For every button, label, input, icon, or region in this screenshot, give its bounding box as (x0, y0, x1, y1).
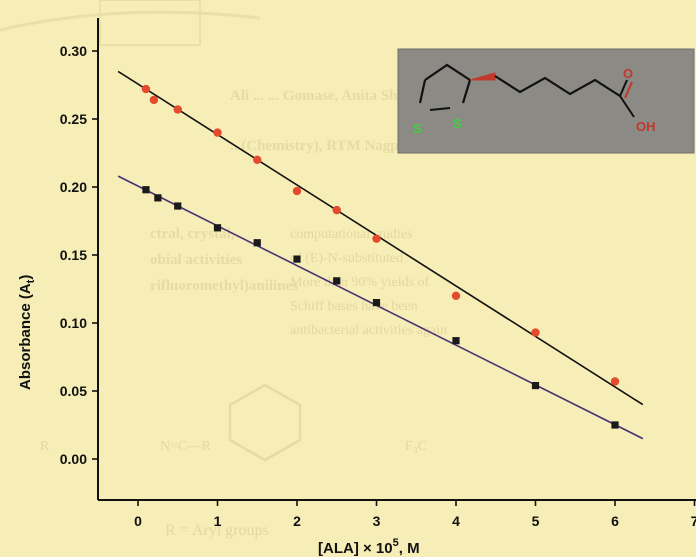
x-axis-title-unit: , M (399, 540, 420, 557)
x-axis-title: [ALA] × 105, M (318, 537, 420, 557)
y-axis-title-main: Absorbance (A (17, 283, 34, 390)
x-axis-title-exponent: 5 (393, 537, 399, 549)
data-point-series-2 (174, 202, 182, 210)
atom-s-right: S (453, 116, 462, 131)
hydroxyl-bond (619, 95, 635, 118)
fit-line-series-2 (117, 175, 644, 440)
y-tick-label: 0.05 (60, 383, 87, 399)
bg-benzene-ring (228, 383, 302, 462)
x-tick-label: 0 (134, 513, 142, 529)
data-point-series-2 (333, 277, 341, 285)
bg-formula-r: R (40, 439, 50, 454)
inset-panel (397, 48, 695, 154)
data-point-series-1 (332, 205, 341, 215)
x-tick-label: 3 (373, 513, 381, 529)
bg-text-abstract-2: of (E)-N-substituted (290, 251, 403, 266)
x-tick-label: 2 (293, 513, 301, 529)
data-points (141, 84, 620, 429)
y-tick-label: 0.10 (60, 315, 87, 331)
x-tick-label: 7 (691, 513, 696, 529)
data-point-series-1 (213, 128, 222, 137)
y-tick-label: 0.30 (60, 43, 87, 59)
bg-frame (99, 0, 201, 46)
dithiolane-ring-bonds (418, 63, 472, 104)
data-point-series-2 (142, 186, 150, 194)
data-point-series-1 (173, 105, 182, 114)
y-axis-title-subscript: t (25, 279, 37, 283)
data-point-series-1 (253, 155, 262, 164)
y-axis-title-close: ) (17, 275, 34, 280)
bg-formula-left: N=C—R (160, 439, 211, 454)
data-point-series-2 (372, 299, 381, 307)
data-point-series-1 (531, 328, 540, 337)
data-point-series-2 (611, 421, 619, 429)
bg-formula-right: F₃C (405, 439, 427, 454)
disulfide-bond (429, 107, 451, 111)
inset-structure: S S O OH (397, 48, 695, 154)
atom-oh: OH (636, 119, 656, 134)
bg-text-abstract-1: computational studies (290, 227, 412, 242)
x-axis-title-main: [ALA] × 10 (318, 540, 393, 557)
data-point-series-2 (293, 255, 301, 263)
carbonyl-bond-a (619, 79, 628, 97)
bg-caption: R = Aryl groups (165, 522, 269, 539)
x-tick-label: 4 (452, 513, 460, 529)
data-point-series-2 (154, 194, 162, 202)
bg-curve (0, 10, 261, 32)
data-point-series-1 (372, 234, 381, 243)
carbonyl-bond-b (624, 81, 633, 99)
bg-text-title-1: ctral, crystal, (150, 226, 235, 242)
x-tick-label: 1 (214, 513, 222, 529)
bg-text-abstract-5: antibacterial activities again (290, 323, 447, 338)
x-tick-label: 6 (611, 513, 619, 529)
data-point-series-1 (610, 377, 620, 386)
atom-o-carbonyl: O (623, 66, 633, 81)
bg-text-abstract-4: Schiff bases have been (290, 299, 418, 314)
data-point-series-1 (451, 291, 461, 300)
data-point-series-2 (253, 239, 261, 247)
y-ticks: 0.00 0.05 0.10 0.15 0.20 0.25 0.30 (60, 43, 98, 467)
y-tick-label: 0.15 (60, 247, 87, 263)
bg-text-title-3: rifluoromethyl)anilines (150, 278, 298, 294)
y-tick-label: 0.00 (60, 451, 87, 467)
x-tick-label: 5 (532, 513, 540, 529)
y-axis-title: Absorbance (At) (17, 275, 37, 390)
data-point-series-2 (531, 381, 540, 390)
data-point-series-2 (213, 224, 222, 232)
x-ticks: 0 1 2 3 4 5 6 7 (134, 500, 696, 529)
data-point-series-1 (141, 84, 151, 94)
data-point-series-1 (292, 186, 302, 196)
y-tick-label: 0.20 (60, 179, 87, 195)
bg-text-abstract-3: More than 90% yields of (290, 275, 430, 290)
alkyl-chain (494, 75, 621, 97)
atom-s-left: S (413, 121, 422, 136)
data-point-series-1 (149, 95, 159, 105)
bg-text-title-2: obial activities (150, 252, 242, 268)
y-tick-label: 0.25 (60, 111, 87, 127)
data-point-series-2 (452, 337, 460, 345)
